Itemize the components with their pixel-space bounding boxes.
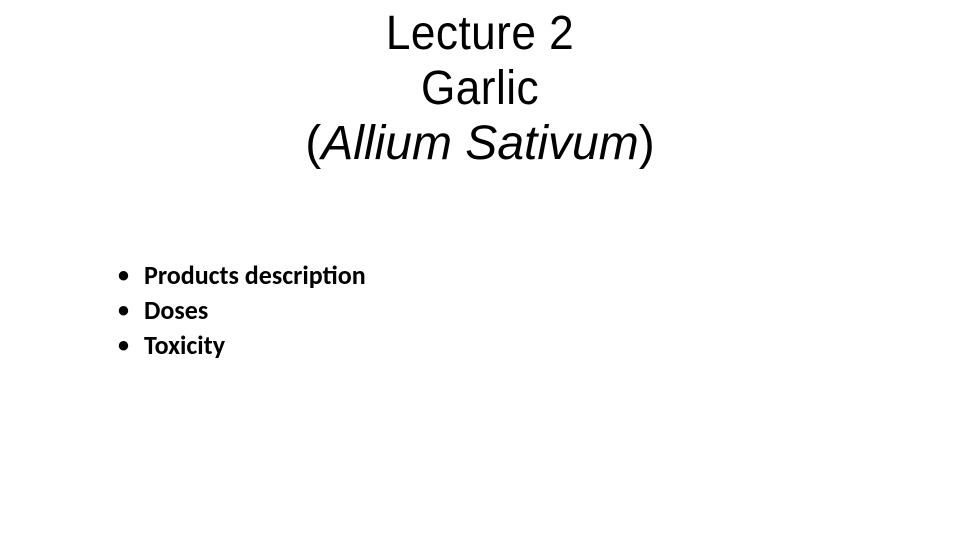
bullet-text: Products description — [144, 259, 366, 291]
subtitle-open: ( — [305, 117, 321, 170]
bullet-text: Toxicity — [144, 329, 225, 361]
list-item: Products description — [118, 258, 366, 293]
title-line-2: Garlic — [38, 61, 921, 116]
bullet-list: Products description Doses Toxicity — [118, 258, 366, 363]
list-item: Toxicity — [118, 328, 366, 363]
title-block: Lecture 2 Garlic (Allium Sativum) — [0, 6, 960, 172]
subtitle-line: (Allium Sativum) — [0, 116, 960, 171]
subtitle-italic: Allium Sativum — [321, 117, 638, 170]
subtitle-close: ) — [639, 117, 655, 170]
list-item: Doses — [118, 293, 366, 328]
slide: Lecture 2 Garlic (Allium Sativum) Produc… — [0, 0, 960, 540]
bullet-text: Doses — [144, 294, 208, 326]
title-line-1: Lecture 2 — [38, 6, 921, 61]
